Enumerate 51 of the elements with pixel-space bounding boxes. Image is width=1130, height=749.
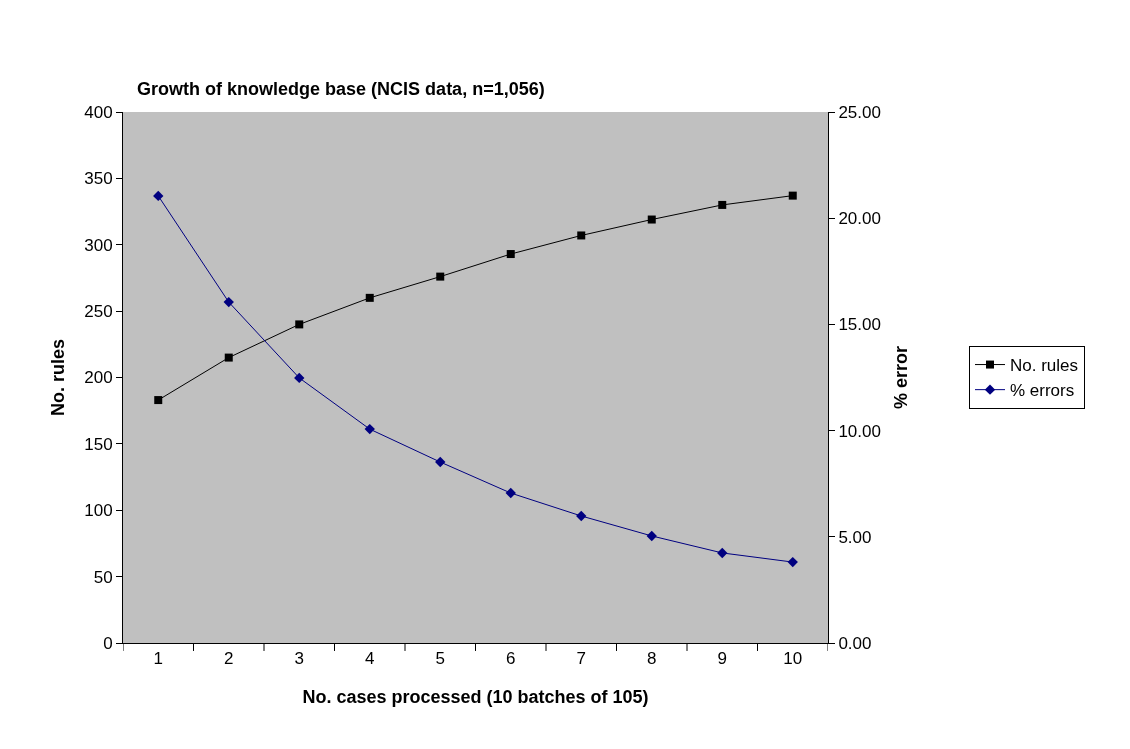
y-tick-label: 350 (84, 169, 113, 189)
x-tick-label: 2 (224, 649, 234, 669)
point (506, 250, 515, 259)
x-tick-label: 3 (294, 649, 304, 669)
y-tick-label: 250 (84, 302, 113, 322)
x-axis-title: No. cases processed (10 batches of 105) (302, 686, 649, 707)
legend-label: No. rules (1010, 356, 1079, 376)
y2-tick-label: 10.00 (838, 421, 881, 441)
y-tick-label: 50 (93, 567, 113, 587)
point (717, 547, 728, 559)
point (718, 200, 727, 209)
point (364, 423, 375, 435)
point (505, 487, 516, 499)
point (576, 510, 587, 522)
point (154, 396, 163, 405)
point (224, 353, 233, 362)
y2-tick-label: 5.00 (838, 527, 872, 547)
x-tick-label: 10 (783, 649, 803, 669)
x-tick-label: 1 (153, 649, 163, 669)
y-tick-label: 150 (84, 434, 113, 454)
y2-tick-label: 20.00 (838, 209, 881, 229)
point (647, 215, 656, 224)
chart-title: Growth of knowledge base (NCIS data, n=1,056) (137, 78, 545, 99)
legend-label: % errors (1010, 381, 1075, 401)
point (435, 456, 446, 468)
y-tick-label: 200 (84, 368, 113, 388)
x-tick-label: 4 (365, 649, 375, 669)
y-tick-label: 0 (103, 633, 113, 653)
point (365, 293, 374, 302)
point (787, 556, 798, 568)
y-axis-title: No. rules (48, 338, 69, 417)
point (153, 190, 164, 202)
x-tick-label: 7 (576, 649, 586, 669)
point (646, 530, 657, 542)
y-tick-label: 300 (84, 235, 113, 255)
x-tick-label: 8 (647, 649, 657, 669)
y-tick-label: 100 (84, 501, 113, 521)
y2-tick-label: 15.00 (838, 315, 881, 335)
x-tick-label: 5 (435, 649, 445, 669)
point (788, 191, 797, 200)
point (223, 296, 234, 308)
y-tick-label: 400 (84, 102, 113, 122)
y2-axis-title: % error (891, 345, 912, 410)
point (295, 320, 304, 329)
x-tick-label: 6 (506, 649, 516, 669)
point (436, 272, 445, 281)
point (294, 372, 305, 384)
y2-tick-label: 25.00 (838, 102, 881, 122)
y2-tick-label: 0.00 (838, 633, 872, 653)
x-tick-label: 9 (717, 649, 727, 669)
point (577, 231, 586, 240)
